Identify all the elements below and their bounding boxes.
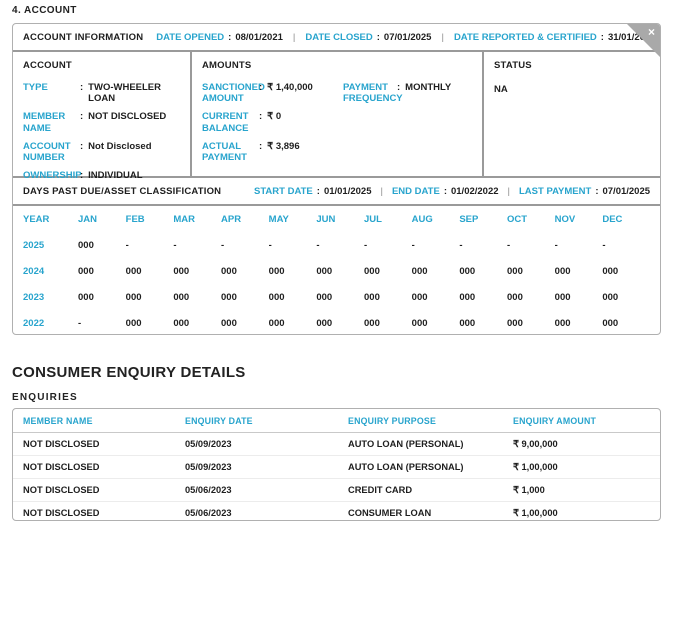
account-information-header: ACCOUNT INFORMATION DATE OPENED : 08/01/… — [13, 24, 660, 50]
amounts-left: SANCTIONED AMOUNT : ₹ 1,40,000 CURRENT B… — [202, 82, 343, 170]
status-column: STATUS NA — [484, 52, 660, 176]
separator: | — [441, 31, 444, 43]
amounts-column: AMOUNTS SANCTIONED AMOUNT : ₹ 1,40,000 C… — [192, 52, 484, 176]
consumer-enquiry-details-title: CONSUMER ENQUIRY DETAILS — [12, 364, 246, 381]
col-enquiry-purpose: ENQUIRY PURPOSE — [348, 415, 437, 426]
account-detail-columns: ACCOUNT TYPE : TWO-WHEELER LOAN MEMBER N… — [13, 52, 660, 181]
folded-corner — [627, 24, 660, 57]
col-member-name: MEMBER NAME — [23, 415, 93, 426]
col-feb: FEB — [125, 213, 145, 225]
col-may: MAY — [268, 213, 289, 225]
field-ownership: OWNERSHIP : INDIVIDUAL — [23, 170, 143, 182]
col-jun: JUN — [316, 213, 336, 225]
close-icon[interactable]: × — [647, 25, 655, 39]
field-type: TYPE : TWO-WHEELER LOAN — [23, 82, 161, 105]
date-closed: DATE CLOSED : 07/01/2025 — [305, 31, 432, 43]
dpd-row-2022: 2022 - 000 000 000 000 000 000 000 000 0… — [23, 317, 619, 329]
col-jan: JAN — [78, 213, 98, 225]
date-reported-certified: DATE REPORTED & CERTIFIED : 31/01/2025 — [453, 31, 656, 43]
amounts-column-title: AMOUNTS — [202, 60, 252, 71]
dpd-row-2024: 2024 000 000 000 000 000 000 000 000 000… — [23, 265, 619, 277]
separator: | — [380, 185, 383, 197]
account-card: × ACCOUNT INFORMATION DATE OPENED : 08/0… — [12, 23, 661, 335]
field-sanctioned-amount: SANCTIONED AMOUNT : ₹ 1,40,000 — [202, 82, 313, 105]
account-column: ACCOUNT TYPE : TWO-WHEELER LOAN MEMBER N… — [13, 52, 192, 181]
dpd-row-2025: 2025 000 - - - - - - - - - - - — [23, 239, 606, 251]
field-account-number: ACCOUNT NUMBER : Not Disclosed — [23, 140, 152, 164]
divider — [13, 176, 660, 178]
col-enquiry-date: ENQUIRY DATE — [185, 415, 253, 426]
account-information-title: ACCOUNT INFORMATION — [23, 31, 144, 43]
enquiry-row: NOT DISCLOSED 05/09/2023 AUTO LOAN (PERS… — [13, 433, 660, 456]
col-sep: SEP — [459, 213, 479, 225]
dpd-last-payment: LAST PAYMENT : 07/01/2025 — [519, 185, 651, 197]
status-value: NA — [494, 84, 508, 95]
account-column-title: ACCOUNT — [23, 60, 72, 71]
divider — [13, 50, 660, 52]
enquiry-row: NOT DISCLOSED 05/06/2023 CREDIT CARD ₹ 1… — [13, 479, 660, 502]
enquiries-table-header: MEMBER NAME ENQUIRY DATE ENQUIRY PURPOSE… — [13, 409, 660, 433]
col-nov: NOV — [554, 213, 576, 225]
date-opened: DATE OPENED : 08/01/2021 — [156, 31, 283, 43]
enquiries-card: MEMBER NAME ENQUIRY DATE ENQUIRY PURPOSE… — [12, 408, 661, 521]
col-year: YEAR — [23, 213, 50, 225]
col-apr: APR — [221, 213, 242, 225]
col-mar: MAR — [173, 213, 195, 225]
separator: | — [292, 31, 296, 43]
field-member-name: MEMBER NAME : NOT DISCLOSED — [23, 111, 167, 134]
dpd-header: DAYS PAST DUE/ASSET CLASSIFICATION START… — [13, 178, 660, 204]
col-dec: DEC — [602, 213, 623, 225]
dpd-title: DAYS PAST DUE/ASSET CLASSIFICATION — [23, 185, 222, 197]
dpd-table: YEAR JAN FEB MAR APR MAY JUN JUL AUG SEP… — [13, 206, 660, 334]
field-actual-payment: ACTUAL PAYMENT : ₹ 3,896 — [202, 140, 300, 164]
col-oct: OCT — [507, 213, 528, 225]
enquiries-label: ENQUIRIES — [12, 392, 78, 403]
col-jul: JUL — [364, 213, 382, 225]
field-payment-frequency: PAYMENT FREQUENCY : MONTHLY — [343, 82, 452, 105]
dpd-end-date: END DATE : 01/02/2022 — [391, 185, 499, 197]
dpd-row-2023: 2023 000 000 000 000 000 000 000 000 000… — [23, 291, 619, 303]
separator: | — [507, 185, 510, 197]
amounts-right: PAYMENT FREQUENCY : MONTHLY — [343, 82, 472, 170]
col-enquiry-amount: ENQUIRY AMOUNT — [513, 415, 597, 426]
col-aug: AUG — [411, 213, 433, 225]
dpd-table-header: YEAR JAN FEB MAR APR MAY JUN JUL AUG SEP… — [23, 206, 650, 232]
section-title-account: 4. ACCOUNT — [12, 5, 77, 16]
enquiry-row: NOT DISCLOSED 05/06/2023 CONSUMER LOAN ₹… — [23, 507, 558, 519]
field-current-balance: CURRENT BALANCE : ₹ 0 — [202, 111, 282, 134]
enquiry-row: NOT DISCLOSED 05/09/2023 AUTO LOAN (PERS… — [13, 456, 660, 479]
divider — [13, 204, 660, 206]
status-column-title: STATUS — [494, 60, 532, 71]
dpd-start-date: START DATE : 01/01/2025 — [254, 185, 372, 197]
